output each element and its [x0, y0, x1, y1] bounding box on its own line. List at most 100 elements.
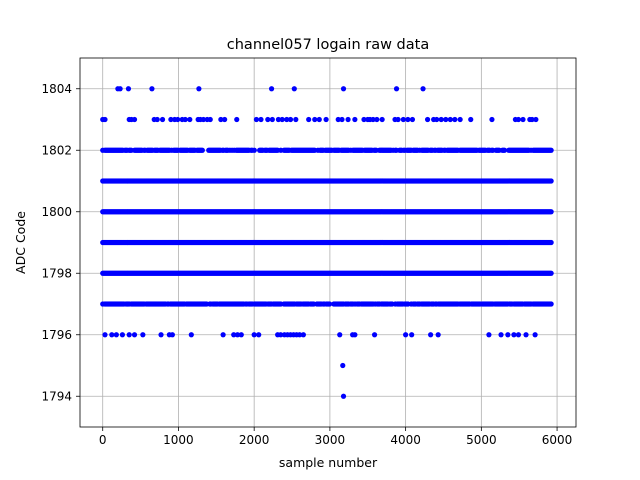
data-point	[548, 147, 554, 153]
data-point	[548, 178, 554, 184]
data-point	[457, 116, 463, 123]
data-point	[199, 147, 205, 153]
plot-frame	[79, 57, 577, 428]
data-point	[438, 116, 444, 123]
data-point	[117, 86, 123, 92]
data-point	[158, 332, 164, 338]
data-point	[420, 86, 426, 92]
y-tick-label: 1794	[41, 389, 72, 403]
data-point	[403, 332, 409, 338]
data-point	[511, 332, 517, 338]
data-point	[131, 332, 138, 338]
data-point	[119, 332, 126, 338]
data-point	[443, 116, 449, 123]
data-point	[548, 209, 554, 215]
y-tick-label: 1804	[41, 82, 72, 96]
data-point	[548, 270, 554, 276]
data-point	[269, 116, 275, 123]
data-point	[297, 332, 303, 338]
data-point	[102, 116, 108, 123]
data-point	[149, 86, 155, 92]
data-point	[548, 301, 554, 307]
y-tick-label: 1800	[41, 205, 72, 219]
data-point	[182, 116, 188, 123]
data-point	[154, 116, 160, 123]
data-point	[159, 116, 166, 123]
chart-title: channel057 logain raw data	[227, 37, 429, 53]
data-point	[337, 332, 343, 338]
x-tick-label: 3000	[315, 433, 346, 447]
data-point	[140, 332, 146, 338]
data-point	[188, 332, 194, 338]
data-point	[131, 116, 138, 123]
data-point	[168, 116, 174, 123]
data-point	[340, 393, 347, 399]
data-point	[306, 116, 312, 123]
data-point	[275, 116, 281, 123]
data-point	[220, 332, 226, 338]
data-point	[234, 332, 241, 338]
y-tick-label: 1798	[41, 266, 72, 280]
data-point	[113, 332, 119, 338]
data-point	[424, 116, 431, 123]
y-tick-label: 1796	[41, 328, 72, 342]
data-point	[125, 86, 132, 92]
data-point	[340, 86, 347, 92]
data-point	[515, 332, 522, 338]
data-point	[323, 116, 329, 123]
data-point	[529, 116, 535, 123]
x-tick-label: 6000	[542, 433, 573, 447]
data-point	[340, 362, 346, 369]
data-point	[102, 332, 108, 338]
data-point	[265, 116, 271, 123]
data-point	[435, 332, 441, 338]
data-point	[532, 332, 538, 338]
data-point	[109, 332, 115, 338]
data-point	[548, 239, 554, 246]
data-point	[279, 116, 285, 123]
data-point	[345, 116, 351, 123]
data-point	[300, 332, 306, 338]
data-point	[335, 116, 341, 123]
data-point	[231, 332, 237, 338]
data-point	[196, 86, 202, 92]
x-tick-label: 5000	[466, 433, 497, 447]
data-point	[370, 116, 376, 123]
data-point	[238, 332, 244, 338]
data-point	[434, 116, 440, 123]
x-tick-label: 2000	[239, 433, 270, 447]
data-point	[452, 116, 458, 123]
data-point	[222, 116, 228, 123]
axis-ticks: 0 1000 2000 3000 4000 5000 6000 1794 1796 1798 180…	[41, 82, 572, 447]
data-point	[268, 86, 275, 92]
data-point	[253, 116, 260, 123]
data-point	[291, 86, 297, 92]
data-point	[251, 332, 257, 338]
data-point	[278, 332, 284, 338]
data-point	[405, 116, 411, 123]
data-point	[395, 116, 401, 123]
data-point	[371, 332, 378, 338]
data-point	[498, 332, 504, 338]
data-point	[207, 116, 213, 123]
data-point	[312, 116, 318, 123]
data-point	[505, 332, 511, 338]
x-tick-label: 0	[99, 433, 107, 447]
y-axis-label: ADC Code	[13, 211, 28, 274]
data-point	[256, 332, 262, 338]
data-point	[126, 332, 132, 338]
data-point	[468, 116, 474, 123]
data-point	[169, 332, 175, 338]
data-point	[409, 332, 415, 338]
data-point	[218, 116, 224, 123]
data-point	[361, 116, 367, 123]
data-point	[428, 332, 434, 338]
data-point	[520, 116, 526, 123]
data-point	[284, 116, 290, 123]
data-point	[352, 332, 358, 338]
data-point	[523, 332, 529, 338]
x-tick-label: 1000	[163, 433, 194, 447]
data-point	[326, 301, 333, 307]
data-point	[287, 116, 294, 123]
